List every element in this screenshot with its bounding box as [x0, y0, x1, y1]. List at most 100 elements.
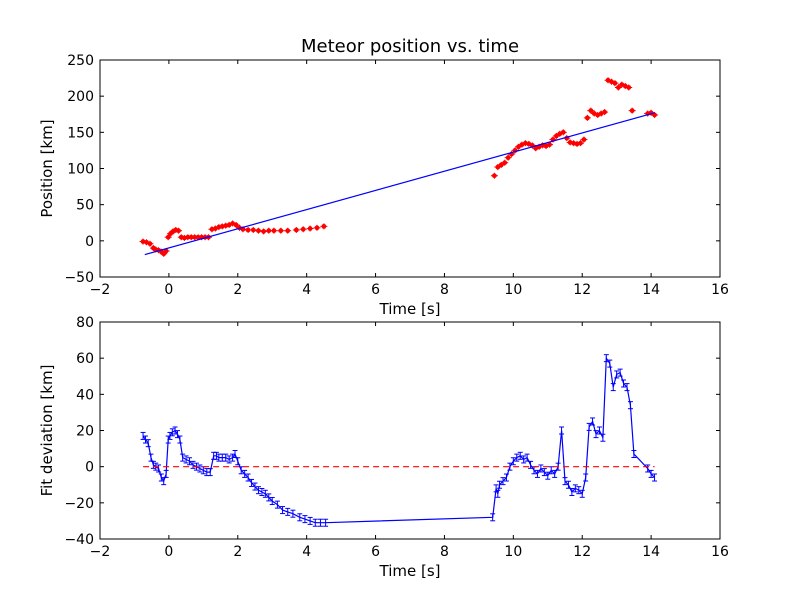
error-bar	[180, 453, 186, 462]
x-tick-label: 8	[440, 544, 449, 560]
error-bar	[490, 513, 496, 522]
error-bar	[266, 493, 272, 502]
error-bar	[245, 473, 251, 482]
error-bar	[652, 473, 658, 482]
x-tick-label: 2	[233, 544, 242, 560]
data-point	[249, 226, 257, 233]
error-bar	[169, 428, 175, 437]
error-bar	[495, 489, 501, 498]
x-tick-label: 14	[642, 544, 660, 560]
data-point	[306, 225, 314, 232]
error-bar	[500, 477, 506, 486]
error-bar	[262, 489, 268, 498]
x-tick-label: −2	[90, 282, 111, 298]
data-point	[162, 247, 170, 254]
data-point	[580, 136, 588, 143]
error-bar	[572, 484, 578, 493]
error-bar	[617, 368, 623, 377]
data-point	[601, 109, 609, 116]
x-tick-label: 16	[711, 544, 729, 560]
error-bar	[190, 460, 196, 469]
data-point	[611, 80, 619, 87]
error-bar	[207, 468, 213, 477]
data-point	[270, 227, 278, 234]
data-point	[254, 227, 262, 234]
chart-title: Meteor position vs. time	[301, 36, 519, 57]
data-point	[284, 227, 292, 234]
error-bar	[593, 430, 599, 439]
error-bar	[507, 462, 513, 471]
error-bar	[323, 518, 329, 527]
error-bar	[197, 464, 203, 473]
data-point	[299, 226, 307, 233]
data-point	[577, 140, 584, 147]
error-bar	[621, 379, 627, 388]
error-bar	[576, 486, 582, 495]
error-bar	[521, 455, 527, 464]
y-tick-label: 40	[76, 387, 94, 403]
x-tick-label: 6	[371, 282, 380, 298]
error-bar	[213, 451, 219, 460]
x-tick-label: 6	[371, 544, 380, 560]
y-tick-label: 150	[67, 125, 94, 141]
error-bar	[603, 354, 609, 363]
error-bar	[252, 482, 258, 491]
error-bar	[187, 457, 193, 466]
error-bar	[312, 518, 318, 527]
error-bar	[183, 455, 189, 464]
data-point	[515, 143, 522, 150]
position-panel: −2 0 2 4 6 8 10 12 14 16 −50 0 50 100 150 200 250 Time [s…	[38, 53, 729, 318]
x-tick-label: 4	[302, 544, 311, 560]
error-bar	[497, 480, 503, 489]
error-bar	[607, 359, 613, 368]
error-bar	[569, 487, 575, 496]
y-tick-label: 0	[85, 234, 94, 250]
error-bar	[285, 507, 291, 516]
error-bar	[510, 457, 516, 466]
error-bar	[317, 518, 323, 527]
data-point	[583, 114, 591, 121]
x-tick-label: 16	[711, 282, 729, 298]
error-bar	[624, 383, 630, 392]
error-bar	[163, 469, 169, 478]
y-tick-label: 20	[76, 424, 94, 440]
x-axis-label: Time [s]	[379, 300, 441, 318]
data-point	[260, 228, 268, 235]
data-point	[146, 240, 154, 247]
error-bar	[235, 457, 241, 466]
error-bar	[177, 435, 183, 444]
data-point	[651, 111, 659, 118]
error-bar	[627, 401, 633, 410]
data-point	[587, 107, 595, 114]
error-bar	[528, 460, 534, 469]
error-bar	[610, 383, 616, 392]
error-bar	[274, 500, 280, 509]
data-point	[628, 107, 636, 114]
plot-area	[139, 77, 659, 257]
y-tick-label: −20	[64, 496, 94, 512]
x-tick-label: 12	[573, 282, 591, 298]
y-axis-label: Position [km]	[38, 119, 56, 217]
x-tick-label: 10	[504, 544, 522, 560]
y-tick-label: 200	[67, 89, 94, 105]
error-bar	[538, 464, 544, 473]
data-point	[320, 223, 328, 230]
x-tick-label: 14	[642, 282, 660, 298]
error-bar	[648, 469, 654, 478]
error-bar	[280, 506, 286, 515]
fit-line	[144, 112, 655, 256]
error-bar	[223, 453, 229, 462]
data-point	[175, 227, 183, 234]
error-bar	[145, 439, 151, 448]
error-bar	[249, 478, 255, 487]
y-tick-label: 100	[67, 162, 94, 178]
error-bar	[579, 489, 585, 498]
error-bar	[600, 433, 606, 442]
x-tick-label: 10	[504, 282, 522, 298]
error-bar	[586, 422, 592, 431]
error-bar	[142, 435, 148, 444]
error-bar	[562, 477, 568, 486]
error-bar	[590, 417, 596, 426]
error-bar	[226, 455, 232, 464]
